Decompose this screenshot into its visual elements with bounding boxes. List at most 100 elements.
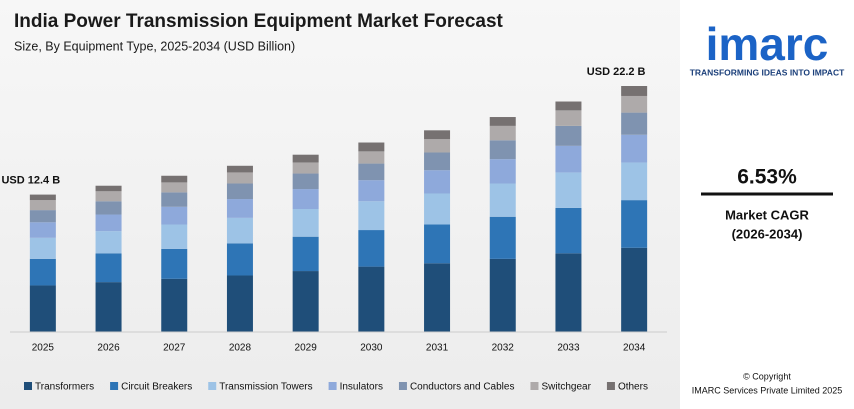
annotation: USD 22.2 B bbox=[587, 66, 646, 78]
bar-segment bbox=[226, 199, 253, 218]
legend-label: Conductors and Cables bbox=[410, 382, 515, 393]
side-panel bbox=[680, 0, 854, 409]
bar-segment bbox=[489, 216, 516, 259]
x-tick-label: 2031 bbox=[426, 343, 449, 354]
bar-segment bbox=[29, 285, 56, 332]
bar-segment bbox=[555, 101, 582, 111]
x-tick-label: 2033 bbox=[557, 343, 580, 354]
legend-label: Switchgear bbox=[541, 382, 591, 393]
bar-segment bbox=[29, 200, 56, 211]
bar-segment bbox=[29, 237, 56, 259]
bar-segment bbox=[161, 206, 188, 225]
bar-segment bbox=[29, 194, 56, 201]
company: IMARC Services Private Limited 2025 bbox=[692, 385, 843, 395]
bar-segment bbox=[555, 207, 582, 254]
bar-segment bbox=[621, 162, 648, 201]
legend-label: Insulators bbox=[340, 382, 383, 393]
legend-label: Circuit Breakers bbox=[121, 382, 192, 393]
bar-segment bbox=[621, 134, 648, 163]
cagr-label: Market CAGR bbox=[725, 207, 809, 222]
bar-segment bbox=[489, 125, 516, 141]
bar-segment bbox=[358, 163, 385, 181]
bar-segment bbox=[226, 172, 253, 184]
bar-segment bbox=[489, 159, 516, 184]
x-tick-label: 2025 bbox=[32, 343, 55, 354]
tagline: TRANSFORMING IDEAS INTO IMPACT bbox=[690, 67, 845, 77]
legend-swatch bbox=[110, 382, 119, 390]
legend-swatch bbox=[208, 382, 217, 390]
bar-segment bbox=[29, 258, 56, 286]
bar-segment bbox=[226, 165, 253, 173]
bar-segment bbox=[292, 162, 319, 174]
bar-segment bbox=[424, 139, 451, 153]
bar-segment bbox=[424, 263, 451, 332]
chart-title: India Power Transmission Equipment Marke… bbox=[14, 11, 504, 32]
bar-segment bbox=[161, 224, 188, 249]
bar-segment bbox=[555, 172, 582, 208]
legend-label: Transformers bbox=[35, 382, 94, 393]
bar-segment bbox=[424, 170, 451, 194]
bar-segment bbox=[292, 154, 319, 163]
legend-label: Others bbox=[618, 382, 648, 393]
bar-segment bbox=[358, 266, 385, 332]
bar-segment bbox=[29, 210, 56, 223]
x-tick-label: 2030 bbox=[360, 343, 383, 354]
bar-segment bbox=[226, 275, 253, 332]
bar-segment bbox=[424, 224, 451, 264]
bar-segment bbox=[226, 243, 253, 276]
bar-segment bbox=[555, 145, 582, 173]
bar-segment bbox=[292, 173, 319, 190]
bar-segment bbox=[358, 151, 385, 164]
bar-segment bbox=[29, 222, 56, 238]
bar-segment bbox=[292, 189, 319, 209]
bar-segment bbox=[161, 278, 188, 332]
bar-segment bbox=[358, 201, 385, 231]
x-tick-label: 2032 bbox=[492, 343, 515, 354]
bar-segment bbox=[358, 230, 385, 267]
bar-segment bbox=[358, 142, 385, 152]
x-tick-label: 2029 bbox=[295, 343, 318, 354]
legend-swatch bbox=[606, 382, 615, 390]
bar-segment bbox=[292, 236, 319, 272]
x-tick-label: 2034 bbox=[623, 343, 646, 354]
bar-segment bbox=[95, 231, 122, 254]
cagr-value: 6.53% bbox=[737, 166, 797, 189]
bar-segment bbox=[95, 201, 122, 215]
legend-label: Transmission Towers bbox=[219, 382, 312, 393]
bar-segment bbox=[292, 271, 319, 332]
bar-segment bbox=[424, 152, 451, 171]
bar-segment bbox=[489, 117, 516, 126]
cagr-period: (2026-2034) bbox=[732, 226, 803, 241]
bar-segment bbox=[161, 248, 188, 279]
x-tick-label: 2026 bbox=[97, 343, 120, 354]
bar-segment bbox=[358, 180, 385, 202]
bar-segment bbox=[621, 200, 648, 248]
bar-segment bbox=[621, 112, 648, 135]
bar-segment bbox=[95, 282, 122, 332]
bar-segment bbox=[95, 185, 122, 192]
bar-segment bbox=[555, 110, 582, 126]
bar-segment bbox=[424, 130, 451, 140]
legend-swatch bbox=[530, 382, 539, 390]
x-tick-label: 2028 bbox=[229, 343, 252, 354]
bar-segment bbox=[489, 258, 516, 332]
annotation: USD 12.4 B bbox=[1, 175, 60, 187]
bar-segment bbox=[95, 191, 122, 202]
bar-segment bbox=[621, 86, 648, 96]
bar-segment bbox=[95, 253, 122, 283]
legend-swatch bbox=[328, 382, 337, 390]
copyright: © Copyright bbox=[743, 371, 791, 381]
logo: imarc bbox=[706, 18, 829, 70]
bar-segment bbox=[161, 175, 188, 183]
bar-segment bbox=[489, 183, 516, 217]
legend-swatch bbox=[24, 382, 32, 390]
x-tick-label: 2027 bbox=[163, 343, 186, 354]
bar-segment bbox=[292, 209, 319, 237]
bar-segment bbox=[95, 214, 122, 232]
bar-segment bbox=[226, 183, 253, 200]
bar-segment bbox=[161, 192, 188, 207]
bar-segment bbox=[489, 140, 516, 160]
bar-segment bbox=[555, 253, 582, 332]
chart-subtitle: Size, By Equipment Type, 2025-2034 (USD … bbox=[14, 39, 295, 53]
bar-segment bbox=[621, 247, 648, 332]
